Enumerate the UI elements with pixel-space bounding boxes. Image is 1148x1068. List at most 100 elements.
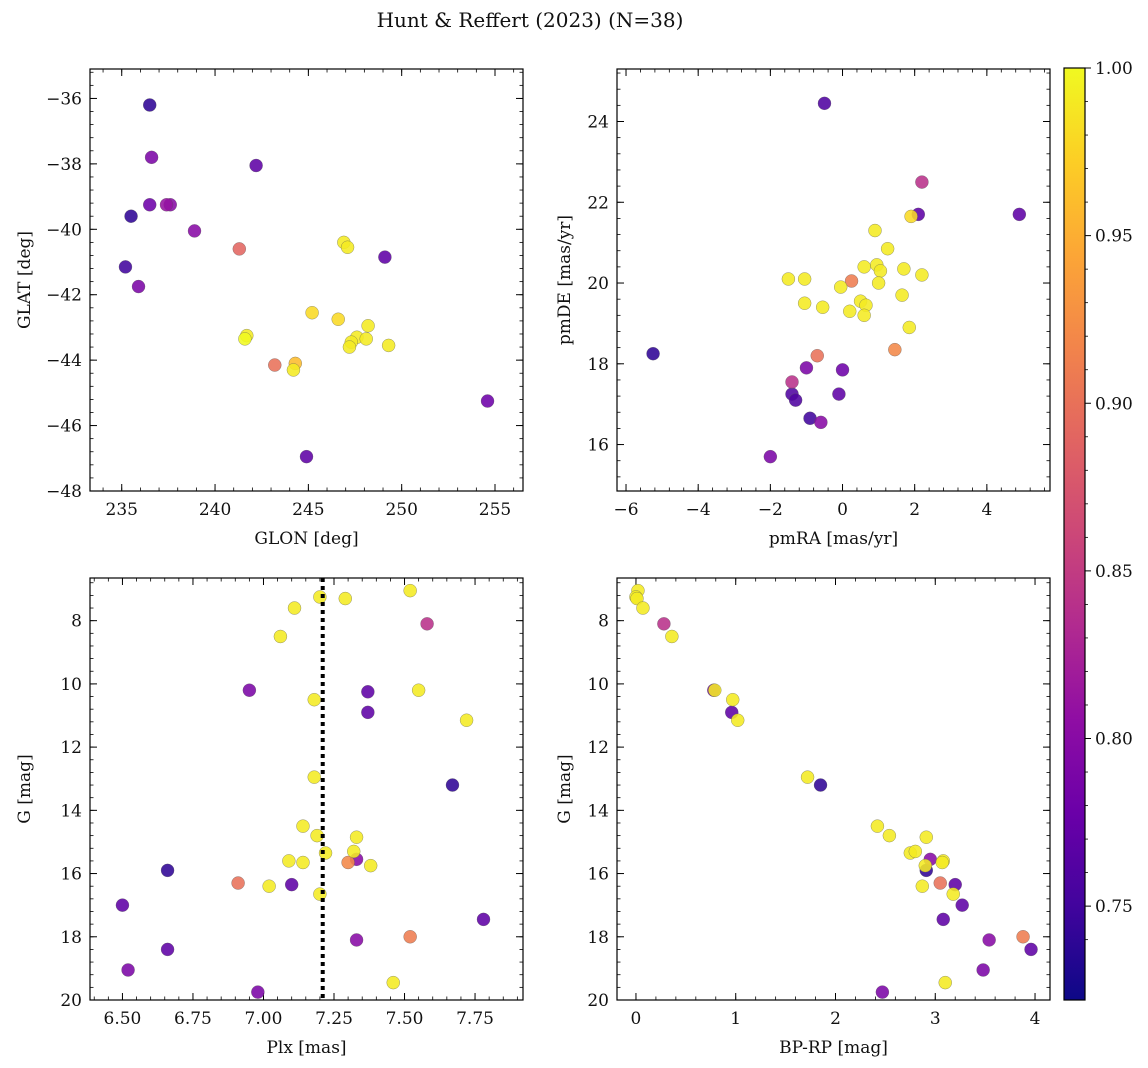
scatter-point [657,617,671,631]
scatter-point [955,898,969,912]
scatter-point [359,332,373,346]
y-tick-label: 10 [60,675,82,695]
x-tick-label: 3 [930,1009,941,1029]
colorbar-tick-label: 0.80 [1095,730,1133,750]
scatter-point [403,583,417,598]
scatter-point [781,272,796,286]
y-tick-label: 20 [60,991,82,1011]
y-tick-label: 18 [587,928,609,948]
x-axis-label: pmRA [mas/yr] [769,529,898,549]
x-tick-label: 245 [292,500,324,520]
x-tick-label: 240 [199,500,231,520]
scatter-point [160,863,175,878]
scatter-point [730,713,745,727]
scatter-point [361,319,375,333]
scatter-point [403,930,417,944]
scatter-point [361,685,375,699]
scatter-point [880,241,895,256]
y-tick-label: 14 [587,801,609,821]
scatter-point [817,96,832,111]
scatter-point [349,830,364,844]
scatter-point [273,629,288,644]
scatter-point [142,198,157,212]
colorbar-tick-label: 0.75 [1095,897,1133,917]
scatter-point [286,363,301,377]
x-tick-label: 6.50 [104,1009,142,1029]
y-tick-label: 12 [60,738,82,758]
scatter-point [833,280,848,294]
y-tick-label: 22 [587,193,609,213]
scatter-point [976,963,990,977]
scatter-point [946,887,960,901]
axes-frame [616,577,1051,1001]
scatter-point [249,158,263,173]
y-axis-label: G [mag] [15,754,35,823]
scatter-point [142,98,157,112]
scatter-point [915,175,929,189]
scatter-point [844,274,859,288]
x-tick-label: 7.50 [386,1009,424,1029]
scatter-point [763,449,778,464]
scatter-point [282,854,296,868]
axes-frame [616,68,1051,492]
scatter-point [338,591,353,606]
colorbar-tick-label: 1.00 [1095,59,1133,79]
scatter-point [908,844,923,859]
scatter-point [1012,207,1027,222]
scatter-point [242,683,257,697]
scatter-point [982,933,996,947]
x-tick-label: 0 [837,500,848,520]
scatter-point [378,250,392,264]
scatter-points [115,583,491,999]
scatter-point [800,770,815,784]
scatter-point [665,629,679,644]
y-axis-label: GLAT [deg] [15,231,35,329]
scatter-point [788,393,803,407]
scatter-point [131,279,146,294]
scatter-point [919,830,934,844]
scatter-point [857,308,871,323]
colorbar-tick-label: 0.90 [1095,394,1133,414]
x-tick-label: 4 [1030,1009,1041,1029]
scatter-point [118,260,133,274]
scatter-point [445,778,460,792]
axes-frame [89,577,524,1001]
x-tick-label: 2 [830,1009,841,1029]
x-tick-label: 7.75 [456,1009,494,1029]
scatter-point [813,778,828,792]
scatter-point [480,394,495,408]
scatter-points [646,96,1027,464]
scatter-points [629,583,1038,999]
scatter-point [305,305,319,320]
x-axis-label: GLON [deg] [254,529,358,549]
scatter-point [341,855,355,870]
x-axis-label: Plx [mas] [266,1038,346,1058]
figure-title: Hunt & Reffert (2023) (N=38) [377,8,684,32]
x-tick-label: −2 [758,500,783,520]
scatter-point [882,828,897,843]
scatter-point [938,975,952,990]
y-tick-label: 24 [587,112,609,132]
scatter-point [897,262,911,276]
scatter-point [797,272,812,286]
x-tick-label: 6.75 [174,1009,212,1029]
scatter-point [810,348,825,363]
scatter-point [873,264,888,278]
y-tick-label: 16 [587,436,609,456]
scatter-point [895,288,909,302]
scatter-point [868,223,882,238]
scatter-point [1024,942,1038,957]
scatter-point [238,332,252,346]
scatter-point [832,387,846,401]
y-tick-label: 8 [71,612,82,632]
scatter-point [381,338,396,353]
y-tick-label: 16 [60,865,82,885]
x-tick-label: 255 [479,500,511,520]
panel-3: 6.50 6.75 7.00 7.25 7.50 7.75 8 10 12 14 16 18 20 Plx… [15,577,524,1058]
panel-1: 235 240 245 250 255 −48 −46 −44 −42 −40 −38 −36 GLON… [15,68,524,549]
y-tick-label: −46 [46,417,82,437]
scatter-point [124,209,138,223]
y-axis-label: pmDE [mas/yr] [555,215,575,345]
scatter-point [232,242,247,256]
